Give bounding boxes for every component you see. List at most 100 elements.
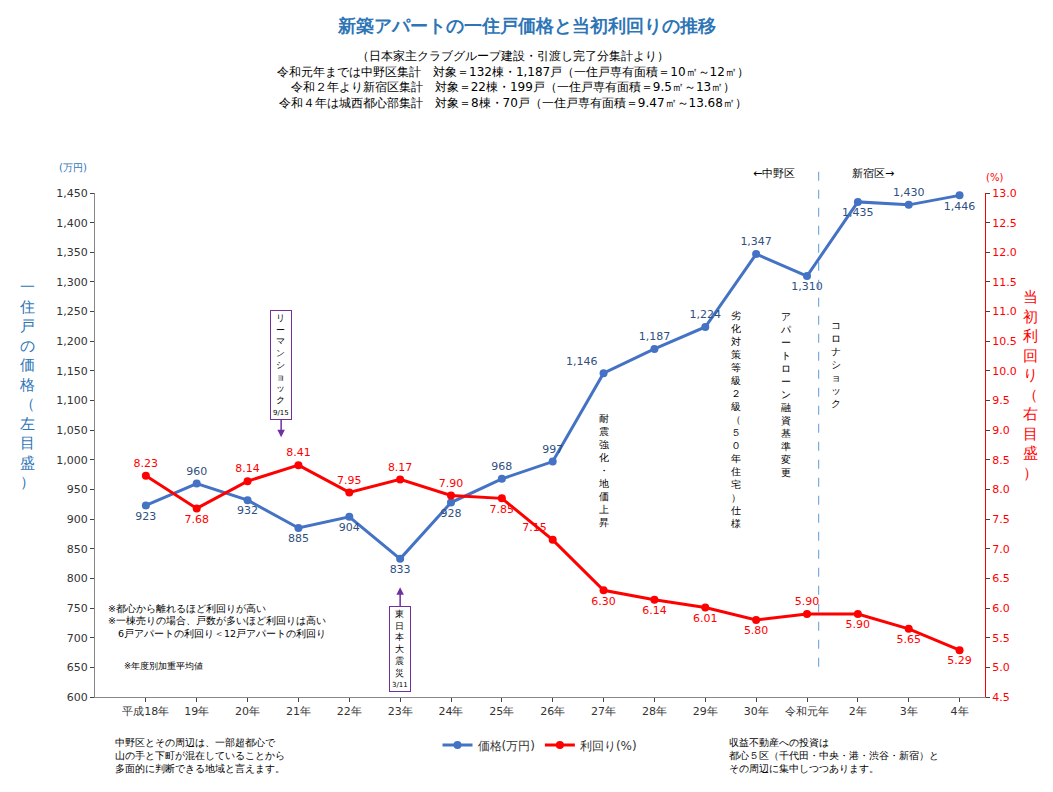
svg-text:600: 600 [67,691,88,704]
svg-text:7.15: 7.15 [522,521,547,534]
svg-text:1,347: 1,347 [740,235,772,248]
svg-text:1,400: 1,400 [56,217,88,230]
svg-text:968: 968 [491,460,512,473]
svg-text:2年: 2年 [849,705,867,718]
svg-text:6.0: 6.0 [992,602,1010,615]
svg-text:1,300: 1,300 [56,276,88,289]
svg-text:960: 960 [186,465,207,478]
svg-text:1,430: 1,430 [893,186,925,199]
svg-text:（日本家主クラブグループ建設・引渡し完了分集計より）令和元年: （日本家主クラブグループ建設・引渡し完了分集計より）令和元年までは中野区集計 対… [277,49,749,110]
svg-text:885: 885 [288,532,309,545]
svg-text:中野区とその周辺は、一部超都心で山の手と下町が混在しているこ: 中野区とその周辺は、一部超都心で山の手と下町が混在していることから多面的に判断で… [115,737,285,774]
svg-text:当初利回り（右目盛）: 当初利回り（右目盛） [1023,288,1038,482]
svg-text:7.5: 7.5 [992,513,1010,526]
svg-text:10.5: 10.5 [992,335,1017,348]
svg-text:28年: 28年 [642,705,667,718]
svg-text:←中野区: ←中野区 [753,167,795,180]
svg-text:3年: 3年 [900,705,918,718]
svg-text:収益不動産への投資は都心５区（千代田・中央・港・渋谷・新宿）: 収益不動産への投資は都心５区（千代田・中央・港・渋谷・新宿）とその周辺に集中しつ… [729,737,939,774]
svg-text:27年: 27年 [591,705,616,718]
svg-text:5.90: 5.90 [795,595,820,608]
svg-text:997: 997 [542,443,563,456]
svg-text:12.0: 12.0 [992,246,1017,259]
svg-text:1,250: 1,250 [56,305,88,318]
svg-text:833: 833 [390,563,411,576]
svg-text:800: 800 [67,572,88,585]
svg-text:新宿区→: 新宿区→ [852,167,894,180]
svg-text:923: 923 [135,510,156,523]
svg-text:1,435: 1,435 [842,206,874,219]
svg-text:5.29: 5.29 [947,654,972,667]
svg-text:9.5: 9.5 [992,394,1010,407]
svg-text:6.14: 6.14 [642,604,667,617]
svg-text:(万円): (万円) [59,162,87,173]
svg-text:13.0: 13.0 [992,187,1017,200]
svg-text:30年: 30年 [744,705,769,718]
svg-text:4.5: 4.5 [992,691,1010,704]
svg-text:※年度別加重平均値: ※年度別加重平均値 [124,661,203,671]
svg-text:6.30: 6.30 [591,595,616,608]
svg-text:一住戸の価格（左目盛）: 一住戸の価格（左目盛） [19,278,35,491]
svg-text:1,146: 1,146 [566,355,598,368]
svg-text:650: 650 [67,661,88,674]
svg-text:5.0: 5.0 [992,661,1010,674]
svg-text:1,187: 1,187 [639,330,671,343]
svg-text:1,050: 1,050 [56,424,88,437]
svg-text:1,100: 1,100 [56,394,88,407]
svg-text:5.80: 5.80 [744,624,769,637]
svg-text:1,450: 1,450 [56,187,88,200]
svg-text:(%): (%) [986,172,1003,183]
svg-text:11.5: 11.5 [992,276,1017,289]
svg-text:29年: 29年 [693,705,718,718]
svg-text:12.5: 12.5 [992,217,1017,230]
svg-text:コロナショック: コロナショック [831,320,841,409]
svg-text:10.0: 10.0 [992,365,1017,378]
svg-text:21年: 21年 [286,705,311,718]
svg-text:5.90: 5.90 [846,618,871,631]
svg-text:7.0: 7.0 [992,543,1010,556]
svg-text:7.90: 7.90 [439,477,464,490]
svg-text:東日本大震災3/11: 東日本大震災3/11 [392,609,408,689]
svg-text:8.41: 8.41 [286,446,311,459]
svg-text:7.95: 7.95 [337,474,362,487]
svg-text:8.23: 8.23 [134,457,159,470]
svg-text:令和元年: 令和元年 [785,705,829,718]
svg-text:24年: 24年 [439,705,464,718]
svg-text:850: 850 [67,543,88,556]
svg-text:904: 904 [339,521,360,534]
svg-text:8.17: 8.17 [388,461,413,474]
svg-text:7.68: 7.68 [184,513,209,526]
svg-text:7.85: 7.85 [490,503,515,516]
svg-text:900: 900 [67,513,88,526]
svg-text:6.01: 6.01 [693,612,718,625]
svg-text:750: 750 [67,602,88,615]
svg-text:1,350: 1,350 [56,246,88,259]
svg-text:8.0: 8.0 [992,483,1010,496]
svg-text:8.14: 8.14 [235,462,260,475]
svg-text:1,446: 1,446 [944,200,976,213]
svg-text:9.0: 9.0 [992,424,1010,437]
svg-text:4年: 4年 [951,705,969,718]
svg-text:1,310: 1,310 [791,280,823,293]
svg-text:22年: 22年 [337,705,362,718]
svg-text:※都心から離れるほど利回りが高い※一棟売りの場合、戸数が多い: ※都心から離れるほど利回りが高い※一棟売りの場合、戸数が多いほど利回りは高い 6… [108,603,326,639]
svg-text:平成18年: 平成18年 [122,705,169,718]
svg-text:1,000: 1,000 [56,454,88,467]
svg-text:11.0: 11.0 [992,305,1017,318]
svg-text:20年: 20年 [235,705,260,718]
svg-text:利回り(%): 利回り(%) [580,739,637,753]
svg-text:1,150: 1,150 [56,365,88,378]
svg-text:932: 932 [237,504,258,517]
svg-text:価格(万円): 価格(万円) [478,739,535,753]
svg-text:8.5: 8.5 [992,454,1010,467]
svg-text:1,224: 1,224 [690,308,722,321]
svg-text:耐震強化・地価上昇: 耐震強化・地価上昇 [598,413,609,528]
svg-text:リーマンショック9/15: リーマンショック9/15 [273,313,289,417]
svg-text:新築アパートの一住戸価格と当初利回りの推移: 新築アパートの一住戸価格と当初利回りの推移 [337,15,716,36]
svg-text:1,200: 1,200 [56,335,88,348]
svg-text:劣化対策等級２級（５０年住宅）仕様: 劣化対策等級２級（５０年住宅）仕様 [731,310,741,529]
svg-text:26年: 26年 [540,705,565,718]
svg-text:950: 950 [67,483,88,496]
svg-text:700: 700 [67,632,88,645]
svg-text:19年: 19年 [184,705,209,718]
